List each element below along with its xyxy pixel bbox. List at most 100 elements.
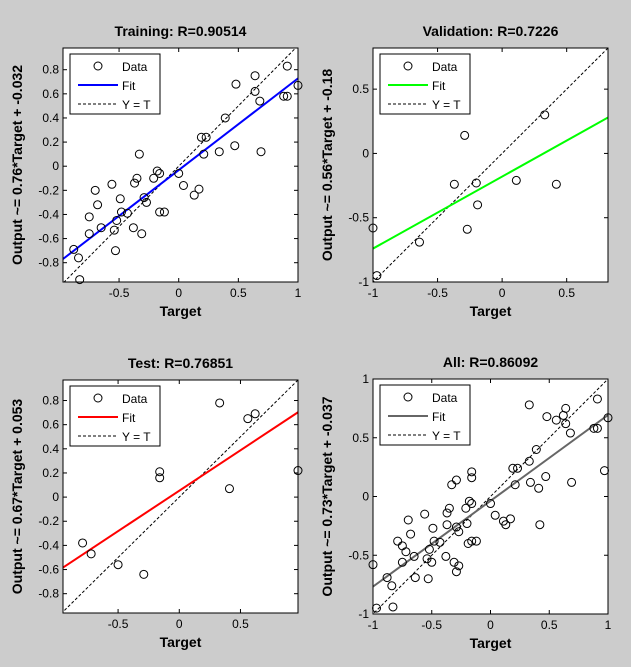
y-tick-label: 0.8 xyxy=(42,394,59,408)
legend-data-label: Data xyxy=(432,391,458,405)
y-tick-label: 0.4 xyxy=(42,442,59,456)
data-point xyxy=(428,523,438,533)
x-tick-label: -0.5 xyxy=(421,618,442,632)
data-point xyxy=(194,184,204,194)
x-axis-label: Target xyxy=(160,303,202,319)
legend-identity-label: Y = T xyxy=(122,430,151,444)
data-point xyxy=(409,551,419,561)
data-point xyxy=(525,477,535,487)
data-point xyxy=(113,560,123,570)
data-point xyxy=(112,215,122,225)
x-tick-label: -1 xyxy=(368,618,379,632)
data-point xyxy=(255,96,265,106)
data-point xyxy=(498,516,508,526)
y-tick-label: -0.8 xyxy=(38,256,59,270)
x-axis-label: Target xyxy=(470,635,512,651)
legend: Data Fit Y = T xyxy=(379,384,471,446)
data-point xyxy=(201,132,211,142)
data-point xyxy=(462,224,472,234)
plot-content xyxy=(63,380,298,613)
data-point xyxy=(116,207,126,217)
plot-title: Training: R=0.90514 xyxy=(115,23,247,39)
identity-line xyxy=(63,380,298,613)
identity-line xyxy=(373,379,608,614)
y-tick-label: 0 xyxy=(362,490,369,504)
data-point xyxy=(508,463,518,473)
y-tick-label: -0.5 xyxy=(348,211,369,225)
data-point xyxy=(155,473,165,483)
y-tick-label: 0.5 xyxy=(352,82,369,96)
data-point xyxy=(107,179,117,189)
legend: Data Fit Y = T xyxy=(379,53,471,115)
data-point xyxy=(427,557,437,567)
data-point xyxy=(551,179,561,189)
data-point xyxy=(414,237,424,247)
data-point xyxy=(490,510,500,520)
data-point xyxy=(589,423,599,433)
y-axis-label: Output ~= 0.56*Target + -0.18 xyxy=(319,69,335,262)
plot-title: Test: R=0.76851 xyxy=(128,355,233,371)
x-tick-label: 0 xyxy=(176,617,183,631)
legend-data-label: Data xyxy=(432,60,458,74)
data-point xyxy=(139,569,149,579)
data-point xyxy=(424,544,434,554)
data-point xyxy=(250,409,260,419)
data-point xyxy=(250,71,260,81)
data-point xyxy=(382,573,392,583)
data-point xyxy=(139,193,149,203)
y-tick-label: 0 xyxy=(52,159,59,173)
data-point xyxy=(534,483,544,493)
data-point xyxy=(134,149,144,159)
y-tick-label: -0.2 xyxy=(38,514,59,528)
data-point xyxy=(69,244,79,254)
data-point xyxy=(486,499,495,509)
data-point xyxy=(155,467,165,477)
data-point xyxy=(152,166,162,176)
data-point xyxy=(471,536,481,546)
y-tick-label: -0.5 xyxy=(348,548,369,562)
data-point xyxy=(75,275,85,285)
data-point xyxy=(149,173,159,183)
x-tick-label: 1 xyxy=(605,618,612,632)
data-point xyxy=(250,86,260,96)
axes-frame xyxy=(372,47,609,283)
data-point xyxy=(510,480,520,490)
x-tick-label: -0.5 xyxy=(108,617,129,631)
data-point xyxy=(174,168,184,178)
data-point xyxy=(93,200,103,210)
legend-fit-label: Fit xyxy=(432,410,446,424)
data-point xyxy=(403,515,413,525)
data-point xyxy=(561,419,571,429)
data-point xyxy=(565,428,575,438)
data-point xyxy=(567,477,577,487)
y-tick-label: -1 xyxy=(358,607,369,621)
data-point xyxy=(462,519,472,529)
data-point xyxy=(256,147,266,157)
data-point xyxy=(142,197,152,207)
data-point xyxy=(444,503,454,513)
y-tick-label: -0.4 xyxy=(38,538,59,552)
data-point xyxy=(130,178,140,188)
data-point xyxy=(86,549,96,559)
fit-line xyxy=(63,411,298,569)
y-tick-label: 0.2 xyxy=(42,466,59,480)
fit-line xyxy=(373,116,608,250)
data-point xyxy=(220,113,230,123)
data-point xyxy=(451,475,461,485)
data-point xyxy=(410,573,420,583)
data-point xyxy=(467,473,477,483)
y-tick-label: 0 xyxy=(362,146,369,160)
data-point xyxy=(397,557,407,567)
axes-frame xyxy=(62,47,299,283)
data-point xyxy=(155,168,165,178)
data-point xyxy=(451,567,461,577)
data-point xyxy=(74,253,84,263)
plot-content xyxy=(63,48,298,282)
data-point xyxy=(96,223,106,233)
data-point xyxy=(224,484,234,494)
data-point xyxy=(513,463,523,473)
y-axis-label: Output ~= 0.67*Target + 0.053 xyxy=(9,399,25,595)
data-point xyxy=(155,207,165,217)
identity-line xyxy=(63,48,297,282)
legend-data-label: Data xyxy=(122,60,148,74)
